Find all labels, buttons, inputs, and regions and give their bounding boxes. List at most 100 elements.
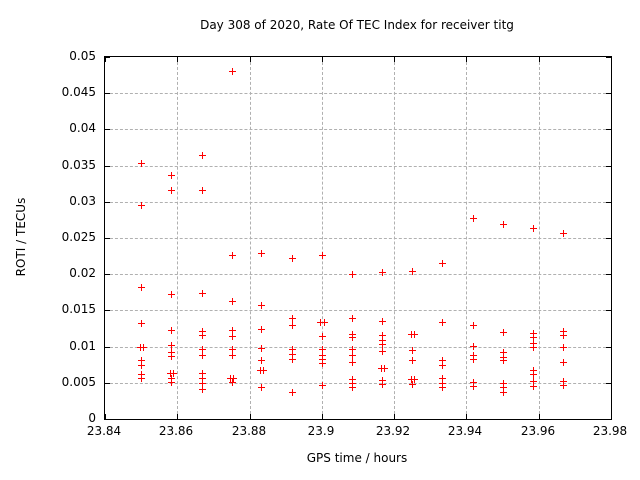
data-point-marker: [138, 320, 145, 327]
data-point-marker: [199, 152, 206, 159]
data-point-marker: [470, 352, 477, 359]
data-point-marker: [439, 260, 446, 267]
data-point-marker: [500, 389, 507, 396]
data-point-marker: [138, 371, 145, 378]
data-point-marker: [168, 172, 175, 179]
x-tick-label: 23.94: [447, 424, 483, 438]
data-point-marker: [409, 357, 416, 364]
data-point-marker: [560, 328, 567, 335]
data-point-marker: [439, 375, 446, 382]
data-point-marker: [349, 271, 356, 278]
y-tick-label: 0.015: [61, 302, 96, 316]
y-tick-label: 0.045: [61, 85, 96, 99]
data-point-marker: [349, 352, 356, 359]
data-point-marker: [379, 332, 386, 339]
data-point-marker: [470, 215, 477, 222]
y-tick-mark-right: [606, 383, 611, 384]
data-point-marker: [258, 302, 265, 309]
x-tick-mark-bottom: [322, 414, 323, 419]
data-point-marker: [258, 384, 265, 391]
x-tick-mark-top: [394, 57, 395, 62]
data-point-marker: [530, 340, 537, 347]
data-point-marker: [199, 370, 206, 377]
data-point-marker: [530, 378, 537, 385]
data-point-marker: [500, 221, 507, 228]
data-point-marker: [289, 389, 296, 396]
y-tick-label: 0.035: [61, 158, 96, 172]
data-point-marker: [199, 290, 206, 297]
y-tick-label: 0.04: [69, 121, 96, 135]
data-point-marker: [560, 332, 567, 339]
x-tick-mark-bottom: [539, 414, 540, 419]
data-point-marker: [500, 384, 507, 391]
data-point-marker: [349, 384, 356, 391]
data-point-marker: [379, 337, 386, 344]
data-point-marker: [168, 291, 175, 298]
data-point-marker: [500, 349, 507, 356]
x-tick-label: 23.96: [520, 424, 556, 438]
data-point-marker: [138, 362, 145, 369]
data-point-marker: [379, 348, 386, 355]
y-tick-mark-right: [606, 166, 611, 167]
data-point-marker: [500, 380, 507, 387]
data-point-marker: [229, 298, 236, 305]
data-point-marker: [289, 356, 296, 363]
y-tick-label: 0.025: [61, 230, 96, 244]
data-point-marker: [138, 284, 145, 291]
data-point-marker: [439, 380, 446, 387]
y-tick-mark-left: [105, 202, 110, 203]
data-point-marker: [230, 375, 237, 382]
y-tick-mark-right: [606, 274, 611, 275]
data-point-marker: [530, 334, 537, 341]
data-point-marker: [381, 365, 388, 372]
y-gridline: [105, 347, 611, 348]
data-point-marker: [289, 315, 296, 322]
data-point-marker: [530, 344, 537, 351]
x-tick-mark-bottom: [611, 414, 612, 419]
data-point-marker: [258, 357, 265, 364]
data-point-marker: [379, 341, 386, 348]
data-point-marker: [168, 342, 175, 349]
data-point-marker: [319, 352, 326, 359]
x-tick-mark-bottom: [466, 414, 467, 419]
data-point-marker: [439, 357, 446, 364]
y-tick-mark-left: [105, 129, 110, 130]
data-point-marker: [560, 382, 567, 389]
y-tick-label: 0.02: [69, 266, 96, 280]
x-tick-label: 23.9: [307, 424, 335, 438]
data-point-marker: [289, 346, 296, 353]
data-point-marker: [560, 344, 567, 351]
plot-area: [104, 56, 612, 420]
x-tick-label: 23.84: [86, 424, 122, 438]
y-tick-mark-left: [105, 93, 110, 94]
y-tick-mark-left: [105, 166, 110, 167]
data-point-marker: [470, 343, 477, 350]
x-tick-mark-top: [611, 57, 612, 62]
y-gridline: [105, 202, 611, 203]
data-point-marker: [229, 252, 236, 259]
data-point-marker: [319, 252, 326, 259]
x-tick-mark-top: [105, 57, 106, 62]
x-tick-label: 23.98: [592, 424, 628, 438]
y-tick-mark-right: [606, 57, 611, 58]
x-tick-label: 23.86: [158, 424, 194, 438]
data-point-marker: [140, 344, 147, 351]
y-gridline: [105, 166, 611, 167]
data-point-marker: [138, 202, 145, 209]
data-point-marker: [229, 68, 236, 75]
y-tick-mark-left: [105, 419, 110, 420]
data-point-marker: [289, 351, 296, 358]
x-tick-mark-bottom: [250, 414, 251, 419]
y-tick-mark-right: [606, 93, 611, 94]
data-point-marker: [168, 353, 175, 360]
data-point-marker: [560, 359, 567, 366]
data-point-marker: [379, 377, 386, 384]
data-point-marker: [349, 359, 356, 366]
data-point-marker: [289, 255, 296, 262]
data-point-marker: [199, 386, 206, 393]
data-point-marker: [168, 375, 175, 382]
y-tick-mark-right: [606, 310, 611, 311]
y-gridline: [105, 383, 611, 384]
y-gridline: [105, 129, 611, 130]
data-point-marker: [321, 319, 328, 326]
